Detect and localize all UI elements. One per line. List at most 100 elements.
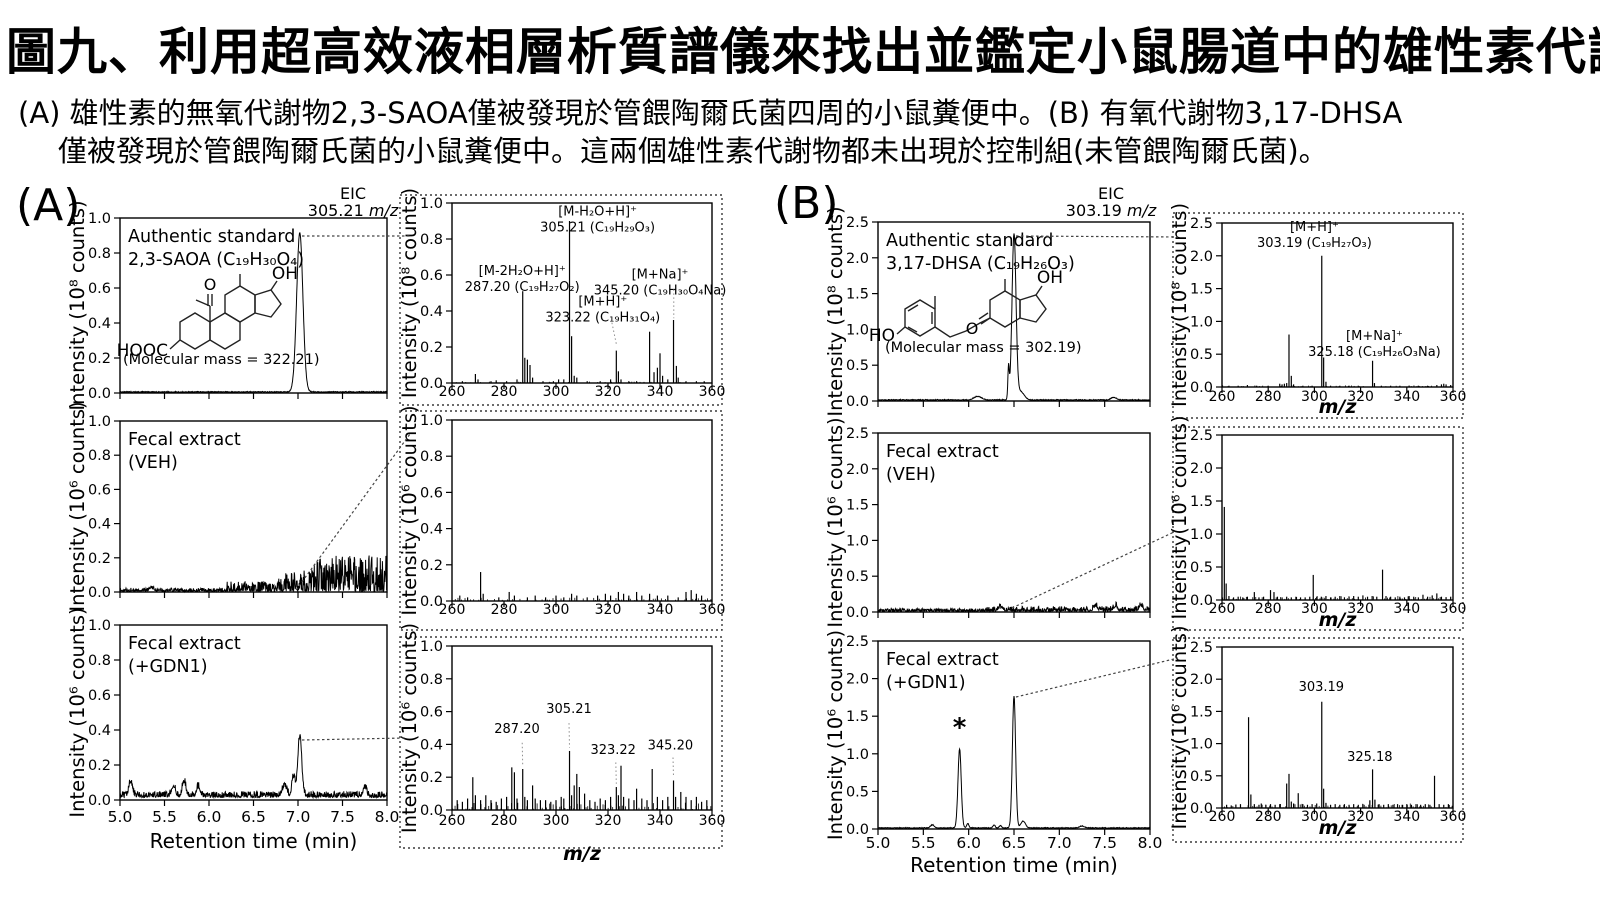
svg-text:0.5: 0.5 — [1190, 769, 1213, 785]
svg-text:6.5: 6.5 — [241, 808, 266, 826]
svg-text:[M-H₂O+H]⁺: [M-H₂O+H]⁺ — [558, 205, 637, 220]
svg-text:0.8: 0.8 — [420, 232, 443, 248]
svg-text:1.0: 1.0 — [420, 639, 443, 655]
svg-text:0.0: 0.0 — [88, 585, 111, 601]
svg-text:280: 280 — [491, 813, 518, 829]
svg-text:0.0: 0.0 — [88, 386, 111, 402]
svg-text:305.21 (C₁₉H₂₉O₃): 305.21 (C₁₉H₂₉O₃) — [540, 221, 655, 236]
eic-label-a: EIC 305.21 m/z — [288, 185, 418, 219]
svg-text:7.5: 7.5 — [1092, 834, 1117, 852]
svg-text:8.0: 8.0 — [375, 808, 400, 826]
svg-text:320: 320 — [595, 602, 622, 618]
svg-text:2.0: 2.0 — [1190, 249, 1213, 265]
svg-text:HOOC: HOOC — [117, 341, 168, 361]
svg-text:6.5: 6.5 — [1002, 834, 1027, 852]
svg-text:0.6: 0.6 — [88, 281, 111, 297]
svg-text:0.0: 0.0 — [846, 822, 869, 838]
svg-text:260: 260 — [1209, 389, 1236, 405]
svg-text:0.6: 0.6 — [420, 485, 443, 501]
svg-text:0.0: 0.0 — [420, 594, 443, 610]
svg-text:300: 300 — [1301, 389, 1328, 405]
svg-text:O: O — [204, 275, 217, 294]
svg-text:m/z: m/z — [1319, 396, 1358, 418]
svg-text:0.0: 0.0 — [1190, 380, 1213, 396]
svg-text:7.0: 7.0 — [286, 808, 311, 826]
svg-text:0.0: 0.0 — [1190, 593, 1213, 609]
svg-text:Retention time (min): Retention time (min) — [910, 853, 1118, 877]
svg-text:0.8: 0.8 — [420, 672, 443, 688]
svg-text:300: 300 — [543, 602, 570, 618]
svg-text:0.0: 0.0 — [88, 793, 111, 809]
svg-text:3,17-DHSA (C₁₉H₂₆O₃): 3,17-DHSA (C₁₉H₂₆O₃) — [886, 254, 1075, 274]
svg-text:1.5: 1.5 — [846, 709, 869, 725]
caption-line-2: 僅被發現於管餵陶爾氏菌的小鼠糞便中。這兩個雄性素代謝物都未出現於控制組(未管餵陶… — [58, 134, 1328, 168]
svg-text:1.0: 1.0 — [1190, 527, 1213, 543]
a-spec-standard: 0.0 0.2 0.4 0.6 0.8 1.0 260 280 300 320 340 360 Inte… — [398, 188, 727, 406]
svg-text:Fecal extract: Fecal extract — [128, 430, 241, 450]
svg-text:300: 300 — [543, 384, 570, 400]
svg-text:280: 280 — [1255, 809, 1282, 825]
svg-text:320: 320 — [1347, 389, 1374, 405]
svg-text:Intensity (10⁶ counts): Intensity (10⁶ counts) — [398, 623, 421, 833]
svg-text:Intensity (10⁶ counts): Intensity (10⁶ counts) — [398, 405, 421, 615]
svg-text:[M+Na]⁺: [M+Na]⁺ — [1346, 329, 1403, 344]
svg-text:0.5: 0.5 — [1190, 560, 1213, 576]
eic-label-b: EIC 303.19 m/z — [1046, 185, 1176, 219]
svg-text:Fecal extract: Fecal extract — [886, 442, 999, 462]
svg-text:0.5: 0.5 — [1190, 347, 1213, 363]
svg-text:0.4: 0.4 — [420, 737, 443, 753]
svg-text:300: 300 — [1301, 601, 1328, 617]
svg-text:0.2: 0.2 — [88, 551, 111, 567]
eic-b-line2: 303.19 m/z — [1065, 201, 1157, 220]
svg-text:325.18: 325.18 — [1347, 750, 1393, 765]
svg-text:1.0: 1.0 — [88, 211, 111, 227]
svg-text:5.0: 5.0 — [866, 834, 891, 852]
svg-text:Intensity(10⁶ counts): Intensity(10⁶ counts) — [1168, 625, 1191, 829]
svg-text:m/z: m/z — [563, 843, 602, 865]
svg-text:5.5: 5.5 — [911, 834, 936, 852]
svg-text:Retention time (min): Retention time (min) — [150, 829, 358, 853]
a-spec-veh: 0.0 0.2 0.4 0.6 0.8 1.0 260 280 300 320 340 360 Inte… — [398, 405, 725, 631]
svg-text:1.0: 1.0 — [846, 747, 869, 763]
svg-text:5.0: 5.0 — [108, 808, 133, 826]
svg-text:1.0: 1.0 — [420, 196, 443, 212]
svg-text:320: 320 — [595, 813, 622, 829]
svg-text:345.20: 345.20 — [648, 738, 694, 753]
svg-text:2.5: 2.5 — [846, 426, 869, 442]
svg-text:0.0: 0.0 — [846, 394, 869, 410]
b-spec-veh: 0.0 0.5 1.0 1.5 2.0 2.5 260 280 300 320 340 360 Inte… — [1168, 415, 1466, 631]
svg-text:2.0: 2.0 — [1190, 672, 1213, 688]
svg-text:7.0: 7.0 — [1047, 834, 1072, 852]
svg-text:1.0: 1.0 — [88, 414, 111, 430]
svg-text:323.22 (C₁₉H₃₁O₄): 323.22 (C₁₉H₃₁O₄) — [545, 311, 660, 326]
svg-text:Authentic standard: Authentic standard — [886, 231, 1053, 251]
svg-text:260: 260 — [1209, 809, 1236, 825]
svg-text:OH: OH — [1037, 268, 1063, 288]
svg-text:280: 280 — [491, 602, 518, 618]
a-spec-gdn1: 0.0 0.2 0.4 0.6 0.8 1.0 260 280 300 320 340 360 Inte… — [398, 623, 725, 865]
svg-text:Intensity (10⁸ counts): Intensity (10⁸ counts) — [398, 188, 421, 398]
svg-text:0.6: 0.6 — [88, 688, 111, 704]
svg-text:340: 340 — [647, 813, 674, 829]
svg-text:345.20 (C₁₉H₃₀O₄Na): 345.20 (C₁₉H₃₀O₄Na) — [594, 284, 727, 299]
svg-text:340: 340 — [1393, 809, 1420, 825]
svg-text:303.19: 303.19 — [1299, 680, 1345, 695]
a-chrom-gdn1: 0.0 0.2 0.4 0.6 0.8 1.0 5.0 5.5 6.0 6.5 7.0 7.5 8.0 I… — [66, 607, 399, 853]
svg-text:Fecal extract: Fecal extract — [128, 634, 241, 654]
svg-text:HO: HO — [869, 326, 895, 346]
svg-text:2.5: 2.5 — [1190, 216, 1213, 232]
svg-text:1.0: 1.0 — [1190, 737, 1213, 753]
svg-text:*: * — [953, 713, 967, 743]
svg-text:340: 340 — [647, 602, 674, 618]
svg-text:0.8: 0.8 — [88, 653, 111, 669]
svg-text:300: 300 — [1301, 809, 1328, 825]
svg-text:1.5: 1.5 — [1190, 282, 1213, 298]
svg-text:2,3-SAOA (C₁₉H₃₀O₄): 2,3-SAOA (C₁₉H₃₀O₄) — [128, 250, 304, 270]
svg-text:OH: OH — [272, 264, 298, 284]
svg-text:(+GDN1): (+GDN1) — [128, 657, 208, 677]
svg-text:303.19 (C₁₉H₂₇O₃): 303.19 (C₁₉H₂₇O₃) — [1257, 236, 1372, 251]
